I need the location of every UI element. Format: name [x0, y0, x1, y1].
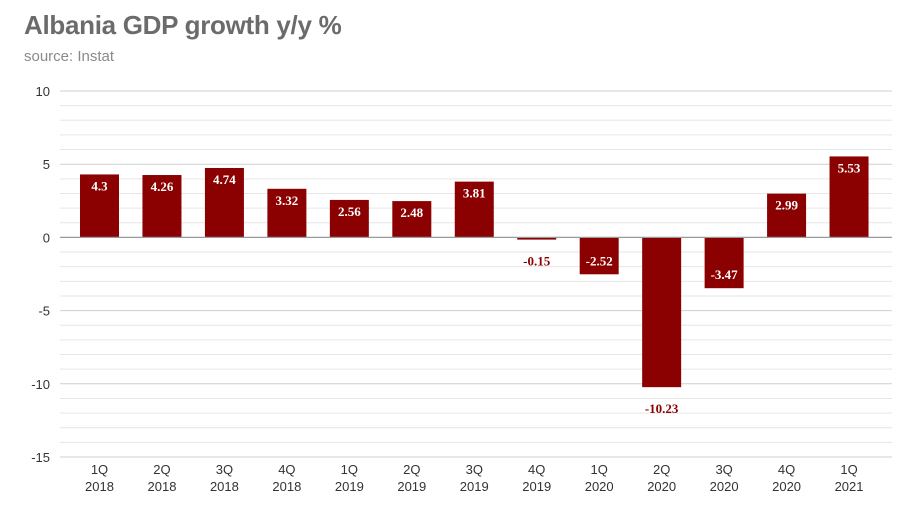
x-tick-label: 4Q: [778, 462, 795, 477]
x-tick-label: 2020: [585, 479, 614, 494]
data-label: -0.15: [523, 253, 551, 268]
x-tick-label: 1Q: [840, 462, 857, 477]
x-tick-label: 2Q: [403, 462, 420, 477]
x-tick-label: 2021: [835, 479, 864, 494]
x-tick-label: 2020: [772, 479, 801, 494]
chart-title: Albania GDP growth y/y %: [24, 10, 342, 40]
data-label: -3.47: [711, 267, 739, 282]
x-tick-label: 1Q: [591, 462, 608, 477]
data-label: 2.48: [400, 205, 423, 220]
bar: [517, 237, 557, 240]
data-label: -2.52: [586, 253, 613, 268]
x-tick-label: 2018: [210, 479, 239, 494]
data-label: 2.56: [338, 204, 361, 219]
data-label: 5.53: [838, 160, 861, 175]
data-label: 3.32: [276, 193, 299, 208]
data-label: 4.3: [91, 178, 108, 193]
chart-subtitle: source: Instat: [24, 48, 115, 65]
data-label: 4.74: [213, 172, 236, 187]
x-tick-label: 1Q: [91, 462, 108, 477]
x-tick-label: 4Q: [278, 462, 295, 477]
x-tick-label: 2019: [522, 479, 551, 494]
y-tick-label: -5: [38, 304, 50, 319]
bar: [642, 237, 682, 388]
x-tick-label: 2Q: [153, 462, 170, 477]
data-label: 4.26: [151, 179, 174, 194]
x-tick-label: 1Q: [341, 462, 358, 477]
x-tick-label: 3Q: [466, 462, 483, 477]
x-tick-label: 3Q: [715, 462, 732, 477]
x-tick-label: 2019: [335, 479, 364, 494]
bar: [392, 201, 432, 238]
data-label: -10.23: [645, 401, 679, 416]
bar: [204, 168, 244, 238]
x-tick-label: 2Q: [653, 462, 670, 477]
x-tick-label: 2020: [647, 479, 676, 494]
x-tick-label: 4Q: [528, 462, 545, 477]
y-tick-label: -10: [31, 377, 50, 392]
x-tick-label: 2020: [710, 479, 739, 494]
y-tick-label: 5: [43, 157, 50, 172]
data-label: 2.99: [775, 198, 798, 213]
bar: [767, 193, 807, 238]
data-label: 3.81: [463, 186, 486, 201]
x-tick-label: 3Q: [216, 462, 233, 477]
y-tick-label: -15: [31, 450, 50, 465]
x-tick-label: 2018: [272, 479, 301, 494]
bar: [454, 181, 494, 238]
y-tick-label: 10: [36, 84, 50, 99]
x-tick-label: 2018: [148, 479, 177, 494]
bar: [829, 156, 869, 238]
bar: [579, 237, 619, 275]
y-tick-label: 0: [43, 230, 50, 245]
bar: [80, 174, 119, 238]
bar: [267, 188, 307, 238]
bar: [142, 175, 182, 238]
bar: [704, 237, 744, 289]
bar: [329, 199, 369, 238]
x-tick-label: 2018: [85, 479, 114, 494]
x-tick-label: 2019: [397, 479, 426, 494]
x-tick-label: 2019: [460, 479, 489, 494]
